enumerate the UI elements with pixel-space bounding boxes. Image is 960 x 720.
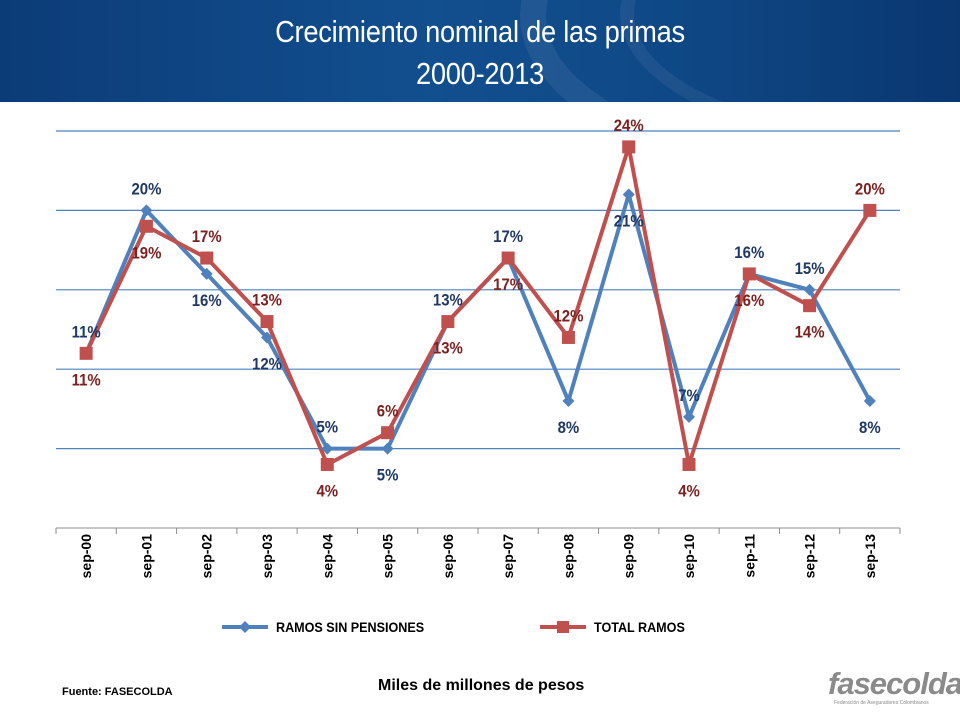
x-tick-label: sep-07 — [500, 534, 516, 579]
data-label-total-ramos: 17% — [493, 276, 523, 294]
data-point-total-ramos — [441, 315, 455, 329]
title-banner: Crecimiento nominal de las primas 2000-2… — [0, 0, 960, 102]
data-point-ramos-sin-pensiones — [140, 204, 153, 217]
data-label-ramos-sin-pensiones: 8% — [558, 419, 580, 437]
data-label-total-ramos: 4% — [316, 483, 338, 501]
data-point-total-ramos — [200, 251, 214, 265]
chart-panel: sep-00 sep-01 sep-02 sep-03 sep-04 sep-05 sep-… — [32, 116, 934, 656]
x-tick-label: sep-13 — [862, 534, 878, 579]
units-caption: Miles de millones de pesos — [378, 677, 585, 694]
data-label-total-ramos: 20% — [855, 181, 885, 199]
data-label-total-ramos: 4% — [678, 483, 700, 501]
data-point-total-ramos — [803, 299, 817, 313]
data-label-total-ramos: 6% — [377, 403, 399, 421]
fasecolda-logo: fasecolda Federación de Aseguradores Col… — [828, 666, 960, 708]
x-tick-label: sep-05 — [380, 534, 396, 579]
x-tick-label: sep-11 — [741, 534, 757, 578]
data-label-ramos-sin-pensiones: 11% — [72, 324, 101, 342]
data-label-ramos-sin-pensiones: 20% — [131, 181, 161, 199]
page-title: Crecimiento nominal de las primas — [275, 14, 685, 49]
x-tick-label: sep-04 — [319, 534, 335, 579]
x-tick-label: sep-01 — [138, 534, 154, 579]
data-point-ramos-sin-pensiones — [321, 442, 334, 455]
data-point-total-ramos — [682, 457, 696, 471]
data-label-total-ramos: 14% — [795, 324, 825, 342]
data-label-ramos-sin-pensiones: 5% — [316, 419, 338, 437]
data-point-ramos-sin-pensiones — [261, 331, 273, 344]
logo-wordmark: fasecolda — [828, 666, 960, 701]
data-point-total-ramos — [501, 251, 515, 265]
data-label-ramos-sin-pensiones: 5% — [377, 467, 399, 485]
legend-marker-diamond — [239, 621, 251, 633]
x-tick-label: sep-10 — [681, 534, 697, 579]
source-note: Fuente: FASECOLDA — [62, 686, 173, 698]
x-tick-label: sep-12 — [802, 534, 818, 579]
line-chart: sep-00 sep-01 sep-02 sep-03 sep-04 sep-05 sep-… — [55, 117, 901, 635]
data-point-total-ramos — [320, 457, 334, 471]
x-tick-label: sep-08 — [560, 534, 576, 579]
data-point-ramos-sin-pensiones — [622, 188, 635, 201]
data-point-total-ramos — [622, 140, 636, 154]
logo-subtitle: Federación de Aseguradores Colombianos — [834, 700, 929, 706]
data-label-ramos-sin-pensiones: 21% — [614, 213, 644, 231]
data-label-total-ramos: 17% — [192, 228, 222, 246]
data-label-total-ramos: 13% — [252, 292, 282, 310]
page-subtitle-years: 2000-2013 — [415, 56, 545, 91]
data-label-ramos-sin-pensiones: 16% — [192, 292, 222, 310]
x-tick-label: sep-06 — [440, 534, 456, 579]
data-point-ramos-sin-pensiones — [200, 267, 213, 280]
data-point-total-ramos — [260, 315, 274, 329]
data-label-ramos-sin-pensiones: 12% — [252, 356, 282, 374]
data-point-total-ramos — [863, 203, 877, 217]
x-tick-label: sep-03 — [259, 534, 275, 579]
data-label-total-ramos: 16% — [734, 292, 764, 310]
x-tick-label: sep-09 — [621, 534, 637, 579]
data-label-ramos-sin-pensiones: 17% — [493, 228, 523, 246]
data-point-ramos-sin-pensiones — [863, 394, 876, 407]
data-point-ramos-sin-pensiones — [683, 410, 695, 423]
data-label-ramos-sin-pensiones: 13% — [433, 292, 463, 310]
data-label-ramos-sin-pensiones: 8% — [859, 419, 881, 437]
data-label-total-ramos: 11% — [72, 372, 101, 390]
data-label-total-ramos: 24% — [614, 117, 644, 135]
x-tick-label: sep-00 — [78, 534, 94, 579]
data-label-ramos-sin-pensiones: 16% — [734, 244, 764, 262]
data-label-total-ramos: 12% — [553, 308, 583, 326]
legend-label-total-ramos: TOTAL RAMOS — [594, 619, 685, 635]
data-point-total-ramos — [381, 426, 395, 440]
data-point-ramos-sin-pensiones — [562, 394, 575, 407]
data-point-total-ramos — [79, 346, 93, 360]
data-point-total-ramos — [561, 330, 575, 344]
data-label-total-ramos: 13% — [433, 340, 463, 358]
data-point-ramos-sin-pensiones — [381, 442, 394, 455]
data-label-ramos-sin-pensiones: 15% — [795, 260, 825, 278]
x-tick-label: sep-02 — [199, 534, 215, 579]
data-label-ramos-sin-pensiones: 7% — [678, 387, 700, 405]
legend-label-ramos-sin-pensiones: RAMOS SIN PENSIONES — [276, 619, 424, 635]
data-point-ramos-sin-pensiones — [803, 283, 816, 296]
data-point-total-ramos — [742, 267, 756, 281]
legend-marker-square — [557, 621, 569, 633]
data-point-total-ramos — [139, 219, 153, 233]
series-line-total-ramos — [84, 144, 872, 467]
data-label-total-ramos: 19% — [131, 244, 161, 262]
